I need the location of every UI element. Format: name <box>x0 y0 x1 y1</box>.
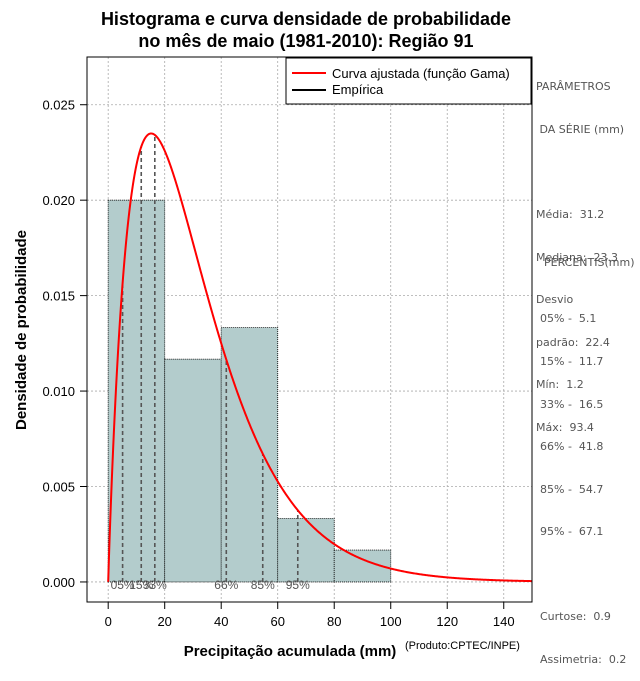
x-tick-label-7: 140 <box>493 614 515 629</box>
percentile-label-4: 85% <box>251 578 275 592</box>
x-tick-label-6: 120 <box>436 614 458 629</box>
y-tick-label-1: 0.005 <box>42 480 75 495</box>
gamma-curve-group <box>107 132 533 583</box>
params-title-line-2: DA SÉRIE (mm) <box>536 123 625 137</box>
x-tick-label-3: 60 <box>270 614 284 629</box>
x-axis-title: Precipitação acumulada (mm) <box>184 643 397 660</box>
percentile-95: 95% - 67.1 <box>540 525 604 539</box>
histogram-bar-1 <box>164 358 222 583</box>
stat-mean: Média: 31.2 <box>536 208 605 222</box>
percentis-panel: 05% - 5.1 15% - 11.7 33% - 16.5 66% - 41… <box>540 284 626 681</box>
legend-curve-label: Curva ajustada (função Gama) <box>332 66 510 81</box>
x-tick-label-5: 100 <box>380 614 402 629</box>
legend-empirical-label: Empírica <box>332 82 384 97</box>
percentile-labels: 05%15%33% 66% 85% 95% <box>111 578 311 592</box>
stat-stddev: padrão: 22.4 <box>536 335 610 349</box>
side-panel: PARÂMETROS DA SÉRIE (mm) Média: 31.2 Med… <box>536 52 624 449</box>
y-axis: 0.000 0.005 0.010 0.015 0.020 0.025 <box>42 98 88 590</box>
histogram-bar-2 <box>220 327 279 583</box>
y-tick-label-2: 0.010 <box>42 384 75 399</box>
x-axis: 0 20 40 60 80 100 120 140 <box>105 601 515 629</box>
percentile-label-3: 66% <box>214 578 238 592</box>
legend-box <box>285 57 532 105</box>
histogram-bar-3 <box>277 517 335 583</box>
percentile-33: 33% - 16.5 <box>540 397 604 411</box>
percentile-15: 15% - 11.7 <box>540 355 604 369</box>
percentile-05: 05% - 5.1 <box>540 312 597 326</box>
percentile-label-0: 05% <box>111 578 135 592</box>
percentile-85: 85% - 54.7 <box>540 482 604 496</box>
percentile-lines <box>121 134 299 582</box>
percentile-label-5: 95% <box>286 578 310 592</box>
percentile-label-2: 33% <box>143 578 167 592</box>
chart-title-line-1: Histograma e curva densidade de probabil… <box>101 9 511 29</box>
y-tick-label-3: 0.015 <box>42 289 75 304</box>
x-tick-label-0: 0 <box>105 614 112 629</box>
stat-median: Mediana: 23.3 <box>536 250 618 264</box>
legend: Curva ajustada (função Gama) Empírica <box>285 57 532 105</box>
histogram-chart: Histograma e curva densidade de probabil… <box>13 9 533 660</box>
x-tick-label-2: 40 <box>214 614 228 629</box>
skewness: Assimetria: 0.2 <box>540 653 627 667</box>
y-tick-label-5: 0.025 <box>42 98 75 113</box>
y-axis-title: Densidade de probabilidade <box>13 230 30 430</box>
percentile-66: 66% - 41.8 <box>540 440 604 454</box>
y-tick-label-0: 0.000 <box>42 575 75 590</box>
params-title-line-1: PARÂMETROS <box>536 80 611 94</box>
stat-min: Mín: 1.2 <box>536 378 584 392</box>
stat-stddev-label: Desvio <box>536 293 574 307</box>
stat-max: Máx: 93.4 <box>536 421 594 435</box>
kurtosis: Curtose: 0.9 <box>540 610 611 624</box>
y-tick-label-4: 0.020 <box>42 193 75 208</box>
gamma-density-curve <box>107 132 533 583</box>
chart-title-line-2: no mês de maio (1981-2010): Região 91 <box>138 31 473 51</box>
x-tick-label-4: 80 <box>327 614 341 629</box>
x-tick-label-1: 20 <box>157 614 171 629</box>
percentis-title: PERCENTIS(mm) <box>544 256 635 269</box>
percentile-label-1: 15% <box>129 578 153 592</box>
product-credit: (Produto:CPTEC/INPE) <box>405 640 520 652</box>
